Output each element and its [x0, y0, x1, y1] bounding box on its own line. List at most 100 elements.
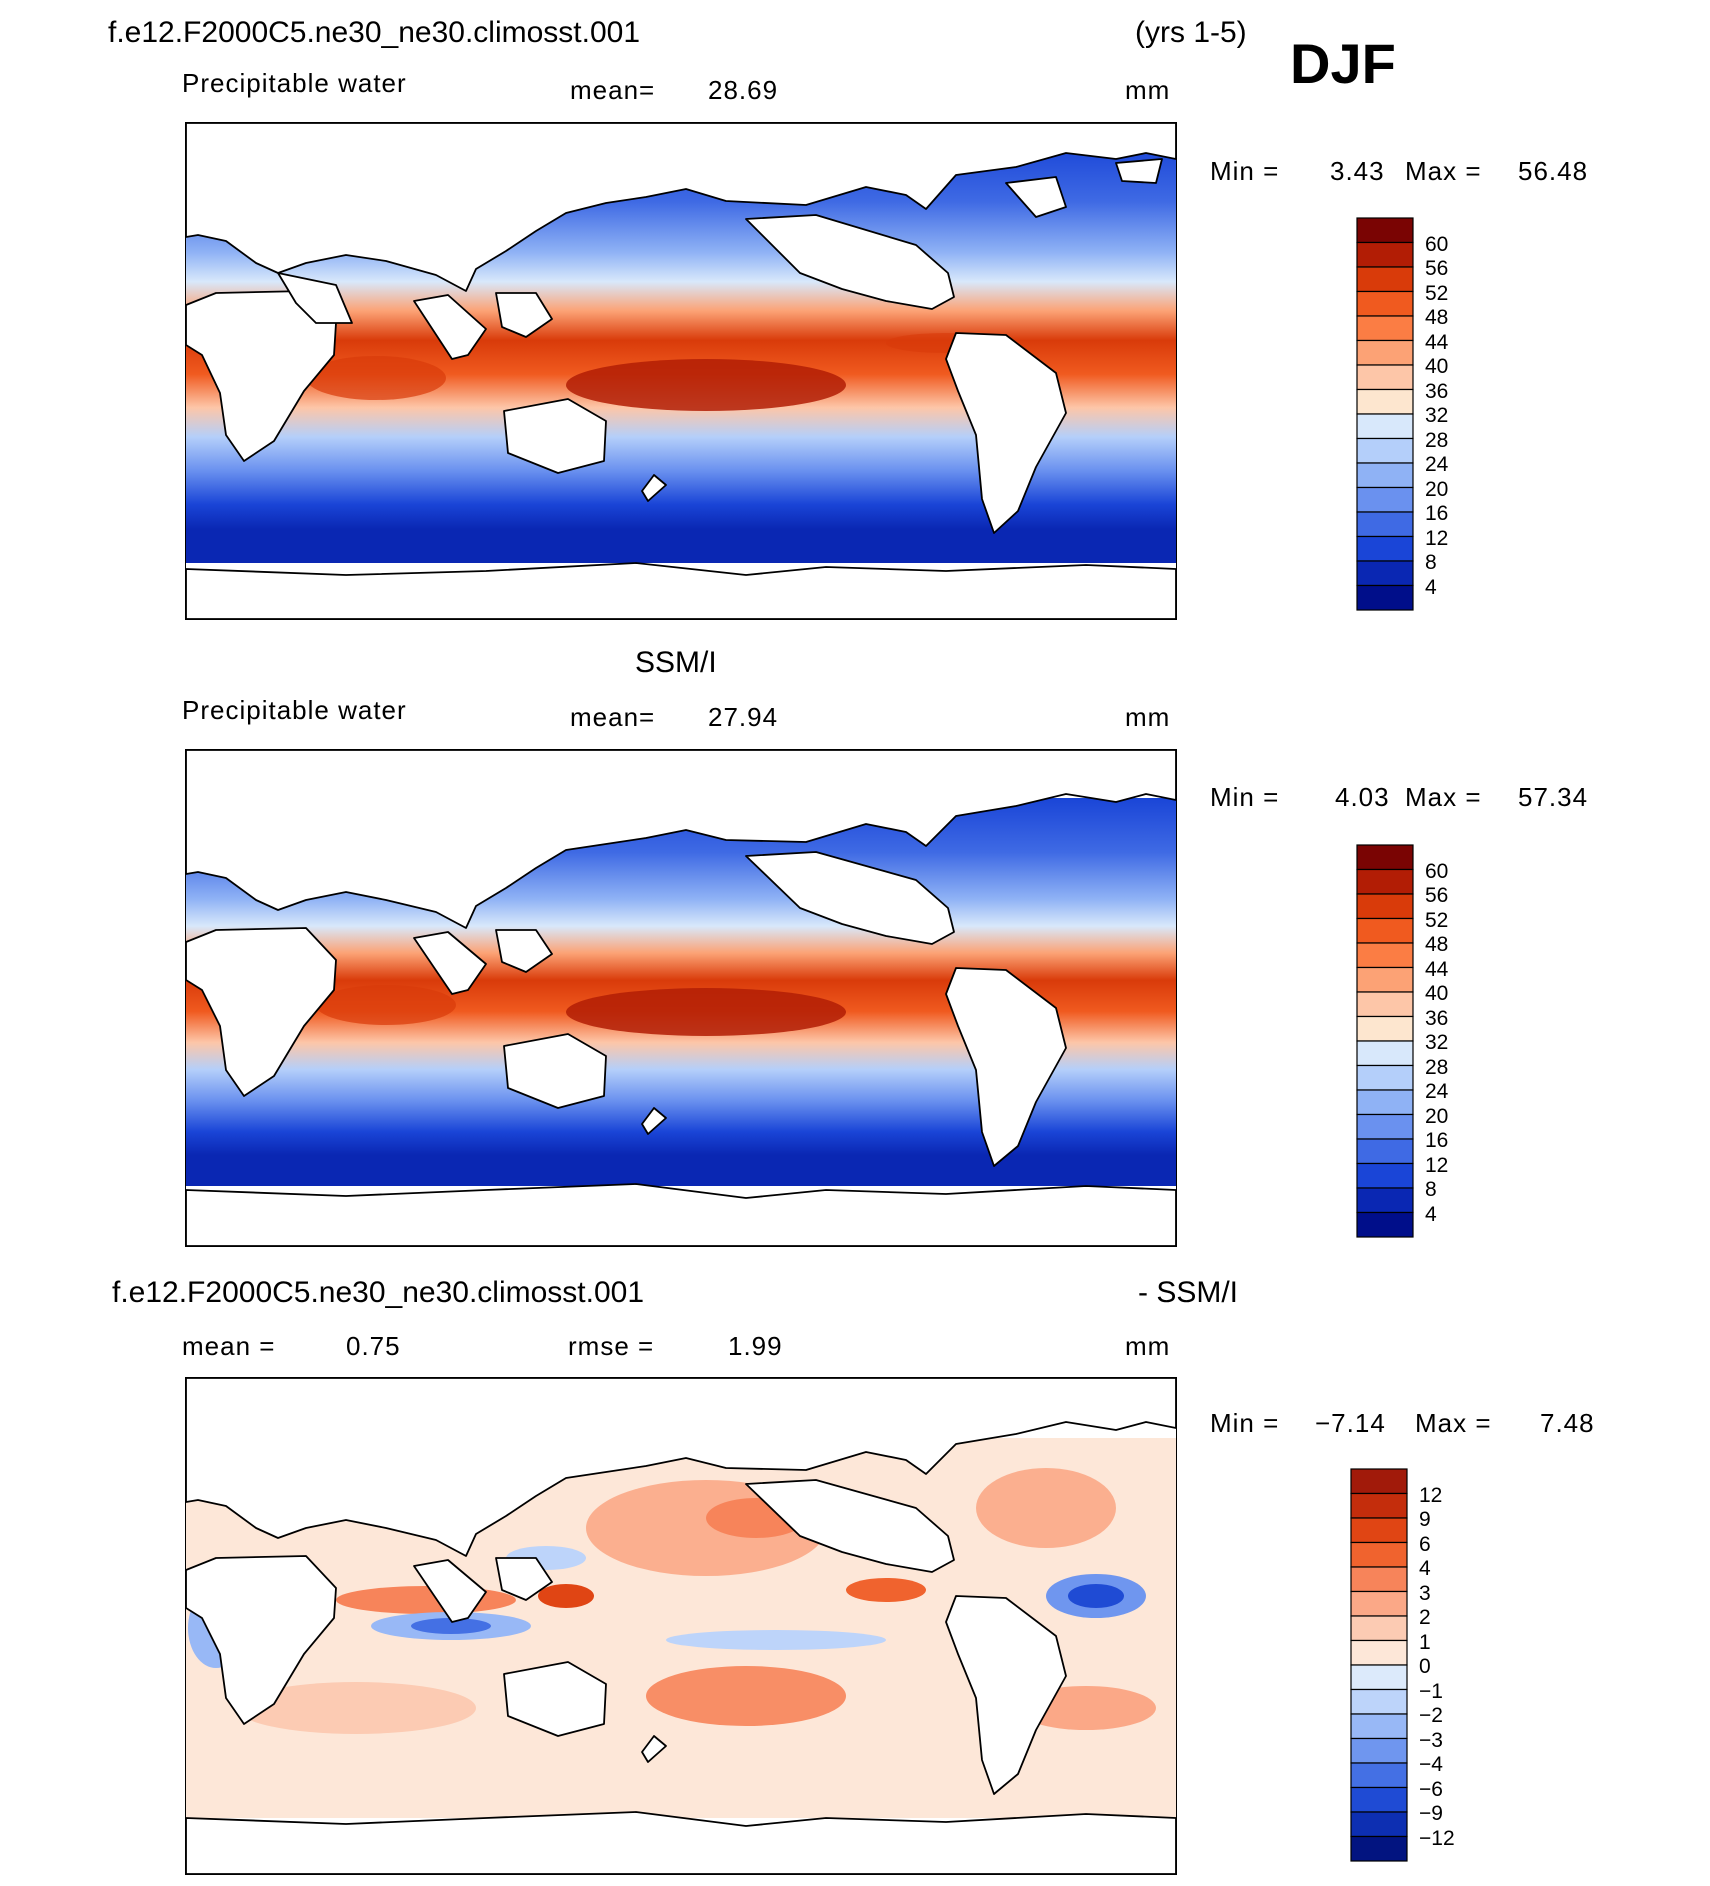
colorbar-swatch [1350, 1713, 1408, 1740]
panel1-max-value: 56.48 [1518, 156, 1589, 186]
panel2-mean-value: 27.94 [708, 702, 779, 732]
colorbar-tick-label: 52 [1425, 908, 1449, 932]
colorbar-tick-label: −1 [1419, 1679, 1443, 1703]
panel3-mean-label: mean = [182, 1331, 276, 1361]
colorbar-tick-label: 48 [1425, 933, 1449, 956]
colorbar-swatch [1350, 1590, 1408, 1617]
colorbar-swatches [1356, 217, 1414, 611]
colorbar-tick-label: 8 [1425, 1178, 1437, 1201]
colorbar-tick-label: 20 [1425, 477, 1449, 501]
colorbar-tick-label: 60 [1425, 232, 1449, 256]
panel3-colorbar: 12 9 6 4 3 2 1 0 −1 −2 −3 −4 −6 −9 −12 [1350, 1468, 1455, 1862]
colorbar-swatch [1350, 1615, 1408, 1642]
colorbar-tick-label: 28 [1425, 428, 1449, 452]
panel1-units: mm [1125, 75, 1171, 105]
colorbar-swatch [1356, 437, 1414, 464]
colorbar-swatch [1356, 462, 1414, 489]
panel1-mean-value: 28.69 [708, 75, 779, 105]
colorbar-swatch [1350, 1639, 1408, 1666]
colorbar-swatch [1356, 413, 1414, 440]
colorbar-swatch [1356, 584, 1414, 611]
colorbar-swatch [1350, 1762, 1408, 1789]
panel2-field-label: Precipitable water [182, 695, 407, 725]
colorbar-tick-label: 20 [1425, 1104, 1449, 1128]
model-case-title: f.e12.F2000C5.ne30_ne30.climosst.001 [108, 16, 641, 49]
colorbar-swatch [1350, 1517, 1408, 1544]
colorbar-swatch [1350, 1737, 1408, 1764]
colorbar-swatch [1356, 217, 1414, 244]
panel1-field-label: Precipitable water [182, 68, 407, 98]
colorbar-swatch [1356, 266, 1414, 293]
colorbar-tick-label: −12 [1419, 1826, 1455, 1850]
panel2-min-value: 4.03 [1335, 782, 1390, 812]
colorbar-tick-label: 52 [1425, 281, 1449, 305]
season-label: DJF [1290, 32, 1396, 95]
colorbar-swatch [1356, 339, 1414, 366]
colorbar-tick-label: 16 [1425, 502, 1449, 525]
colorbar-swatch [1356, 241, 1414, 268]
colorbar-swatch [1356, 868, 1414, 895]
colorbar-tick-label: 40 [1425, 982, 1449, 1005]
colorbar-tick-label: 4 [1419, 1557, 1431, 1580]
colorbar-swatch [1356, 1064, 1414, 1091]
colorbar-swatch [1350, 1811, 1408, 1838]
colorbar-swatch [1350, 1566, 1408, 1593]
panel2-map-plot [186, 750, 1176, 1246]
colorbar-tick-label: −3 [1419, 1728, 1443, 1752]
colorbar-tick-label: 44 [1425, 957, 1449, 981]
colorbar-swatch [1356, 1211, 1414, 1238]
colorbar-swatch [1356, 917, 1414, 944]
panel3-mean-value: 0.75 [346, 1331, 401, 1361]
panel3-max-label: Max = [1415, 1408, 1492, 1438]
colorbar-swatch [1356, 315, 1414, 342]
colorbar-tick-label: 1 [1419, 1630, 1431, 1654]
colorbar-swatch [1350, 1688, 1408, 1715]
colorbar-swatch [1350, 1664, 1408, 1691]
colorbar-tick-label: 2 [1419, 1606, 1431, 1629]
panel3-rmse-label: rmse = [568, 1331, 655, 1361]
colorbar-tick-label: 24 [1425, 1080, 1449, 1103]
colorbar-tick-label: 40 [1425, 355, 1449, 378]
colorbar-tick-label: 24 [1425, 453, 1449, 476]
panel3-max-value: 7.48 [1540, 1408, 1595, 1438]
colorbar-tick-label: −9 [1419, 1802, 1443, 1825]
panel1-max-label: Max = [1405, 156, 1482, 186]
colorbar-swatch [1356, 1162, 1414, 1189]
colorbar-swatch [1356, 388, 1414, 415]
panel1-map-plot [186, 123, 1176, 619]
panel3-heading-right: - SSM/I [1138, 1276, 1239, 1309]
colorbar-tick-label: 12 [1419, 1483, 1443, 1507]
colorbar-swatch [1356, 1040, 1414, 1067]
colorbar-swatch [1356, 991, 1414, 1018]
colorbar-swatch [1350, 1835, 1408, 1862]
panel2-colorbar: 60 56 52 48 44 40 36 32 28 24 20 16 12 8 4 [1356, 844, 1448, 1238]
colorbar-tick-label: 32 [1425, 404, 1449, 427]
colorbar-tick-label: 44 [1425, 330, 1449, 354]
colorbar-tick-label: 32 [1425, 1031, 1449, 1054]
colorbar-tick-label: 3 [1419, 1581, 1431, 1605]
panel3-map [185, 1377, 1177, 1875]
panel2-max-label: Max = [1405, 782, 1482, 812]
colorbar-swatch [1356, 290, 1414, 317]
colorbar-tick-label: 28 [1425, 1055, 1449, 1079]
panel2-min-label: Min = [1210, 782, 1280, 812]
colorbar-swatch [1356, 893, 1414, 920]
colorbar-swatch [1356, 966, 1414, 993]
colorbar-tick-label: 9 [1419, 1508, 1431, 1531]
colorbar-tick-label: 0 [1419, 1655, 1431, 1678]
panel1-mean-label: mean= [570, 75, 656, 105]
colorbar-swatch [1350, 1541, 1408, 1568]
years-label: (yrs 1-5) [1135, 16, 1247, 49]
colorbar-swatch [1356, 1138, 1414, 1165]
panel1-colorbar: 60 56 52 48 44 40 36 32 28 24 20 16 12 8 4 [1356, 217, 1448, 611]
panel3-units: mm [1125, 1331, 1171, 1361]
colorbar-swatch [1356, 1089, 1414, 1116]
colorbar-tick-label: 8 [1425, 551, 1437, 574]
colorbar-swatches [1356, 844, 1414, 1238]
panel2-map [185, 749, 1177, 1247]
panel1-min-label: Min = [1210, 156, 1280, 186]
colorbar-tick-label: 4 [1425, 575, 1437, 599]
colorbar-tick-label: 12 [1425, 526, 1449, 550]
colorbar-tick-label: 16 [1425, 1129, 1449, 1152]
colorbar-swatches [1350, 1468, 1408, 1862]
